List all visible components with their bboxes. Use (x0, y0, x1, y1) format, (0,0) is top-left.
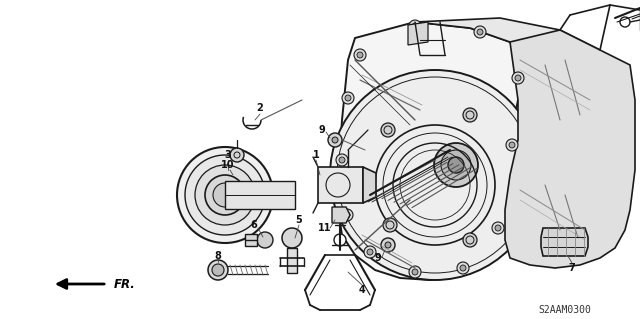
Circle shape (492, 222, 504, 234)
Circle shape (474, 26, 486, 38)
Text: 9: 9 (374, 253, 381, 263)
Circle shape (412, 269, 418, 275)
Circle shape (477, 29, 483, 35)
Circle shape (381, 123, 395, 137)
Text: 2: 2 (257, 103, 264, 113)
Circle shape (364, 246, 376, 258)
Circle shape (330, 70, 540, 280)
Polygon shape (415, 18, 610, 110)
Circle shape (463, 108, 477, 122)
Circle shape (367, 249, 373, 255)
Text: 11: 11 (318, 223, 332, 233)
Polygon shape (541, 228, 588, 256)
Circle shape (334, 234, 346, 246)
Circle shape (495, 225, 501, 231)
Circle shape (230, 148, 244, 162)
Circle shape (457, 262, 469, 274)
Polygon shape (318, 167, 363, 203)
Circle shape (328, 133, 342, 147)
Text: 9: 9 (319, 125, 325, 135)
Circle shape (506, 139, 518, 151)
Circle shape (205, 175, 245, 215)
Text: 1: 1 (312, 150, 319, 160)
Circle shape (339, 157, 345, 163)
Polygon shape (287, 248, 297, 273)
Circle shape (342, 92, 354, 104)
Circle shape (409, 20, 421, 32)
Polygon shape (332, 207, 350, 223)
Text: S2AAM0300: S2AAM0300 (539, 305, 591, 315)
Circle shape (332, 137, 338, 143)
Circle shape (344, 212, 350, 218)
Circle shape (257, 232, 273, 248)
Circle shape (509, 142, 515, 148)
Polygon shape (505, 30, 635, 268)
Text: 5: 5 (296, 215, 302, 225)
Circle shape (195, 165, 255, 225)
Circle shape (357, 52, 363, 58)
Circle shape (448, 157, 464, 173)
Text: 8: 8 (214, 251, 221, 261)
Text: FR.: FR. (114, 278, 136, 291)
Circle shape (460, 265, 466, 271)
Text: 7: 7 (568, 263, 575, 273)
Circle shape (345, 95, 351, 101)
Text: 10: 10 (221, 160, 235, 170)
Text: 4: 4 (358, 285, 365, 295)
Circle shape (412, 23, 418, 29)
Circle shape (212, 264, 224, 276)
Circle shape (213, 183, 237, 207)
Circle shape (383, 218, 397, 232)
Polygon shape (245, 234, 257, 246)
Circle shape (341, 209, 353, 221)
Polygon shape (363, 167, 376, 203)
Circle shape (336, 154, 348, 166)
Polygon shape (408, 22, 428, 45)
Polygon shape (225, 181, 295, 209)
Circle shape (381, 238, 395, 252)
Circle shape (354, 49, 366, 61)
Circle shape (185, 155, 265, 235)
Circle shape (441, 150, 471, 180)
Circle shape (385, 242, 391, 248)
Circle shape (282, 228, 302, 248)
Circle shape (515, 75, 521, 81)
Circle shape (409, 266, 421, 278)
Circle shape (434, 143, 478, 187)
Text: 3: 3 (225, 150, 232, 160)
Circle shape (208, 260, 228, 280)
Circle shape (177, 147, 273, 243)
Circle shape (512, 72, 524, 84)
Text: 6: 6 (251, 220, 257, 230)
Circle shape (463, 233, 477, 247)
Polygon shape (338, 22, 520, 280)
